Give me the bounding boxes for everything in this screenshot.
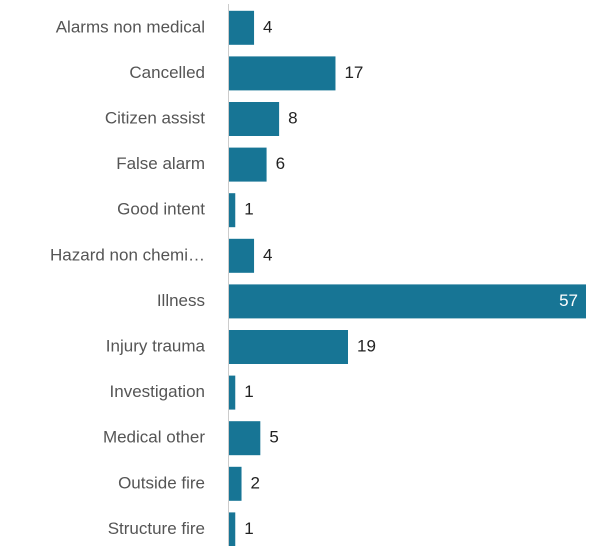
value-label: 57 <box>559 291 578 310</box>
value-label: 1 <box>244 519 253 538</box>
value-label: 1 <box>244 382 253 401</box>
bar <box>229 193 236 228</box>
category-label: Hazard non chemi… <box>50 245 205 264</box>
value-label: 4 <box>263 17 272 36</box>
category-label: Outside fire <box>118 473 205 492</box>
value-label: 4 <box>263 245 272 264</box>
bar <box>229 421 261 456</box>
category-label: Medical other <box>103 428 205 447</box>
bar <box>229 10 255 45</box>
category-label: Cancelled <box>129 63 205 82</box>
value-label: 5 <box>269 428 278 447</box>
category-label: Investigation <box>110 382 205 401</box>
bar <box>229 284 586 319</box>
bar <box>229 375 236 410</box>
bar <box>229 512 236 546</box>
category-label: Alarms non medical <box>56 17 205 36</box>
bar <box>229 238 255 273</box>
bar <box>229 56 336 91</box>
value-label: 1 <box>244 200 253 219</box>
bar <box>229 466 242 501</box>
value-label: 8 <box>288 108 297 127</box>
bar <box>229 102 280 136</box>
bar <box>229 147 267 182</box>
category-label: Citizen assist <box>105 108 205 127</box>
category-label: Injury trauma <box>106 336 206 355</box>
category-label: Good intent <box>117 200 205 219</box>
value-label: 17 <box>344 63 363 82</box>
category-label: Structure fire <box>108 519 205 538</box>
category-label: Illness <box>157 291 205 310</box>
value-label: 6 <box>276 154 285 173</box>
value-label: 2 <box>251 473 260 492</box>
value-label: 19 <box>357 336 376 355</box>
bar <box>229 330 348 364</box>
category-label: False alarm <box>116 154 205 173</box>
